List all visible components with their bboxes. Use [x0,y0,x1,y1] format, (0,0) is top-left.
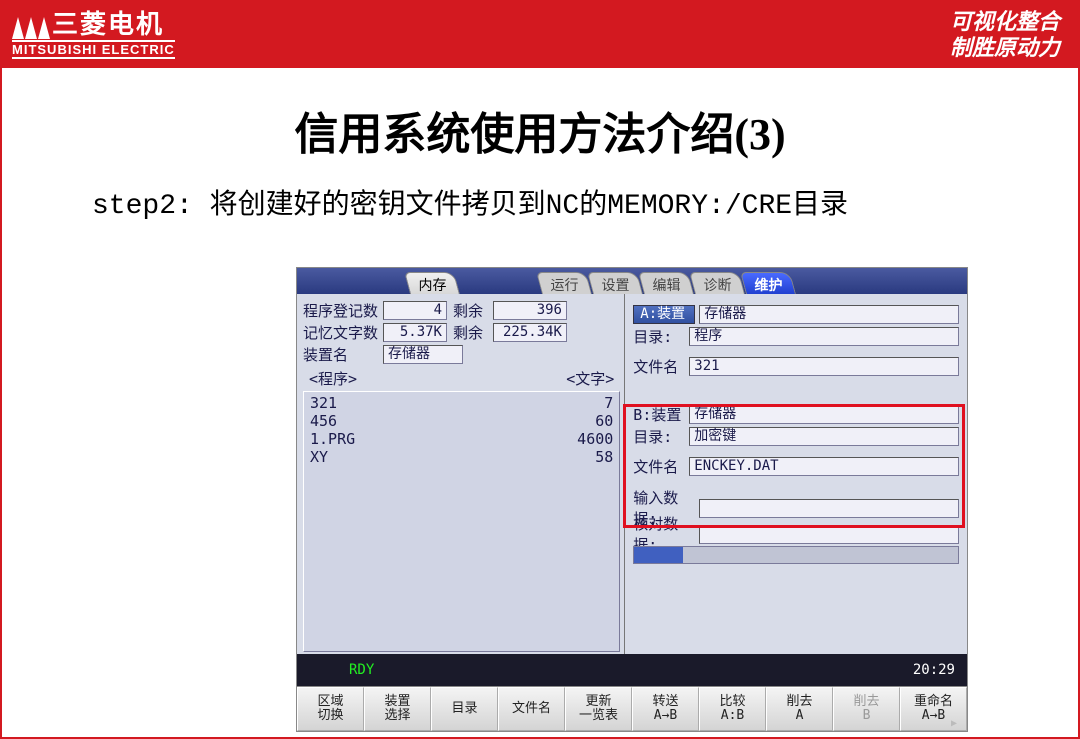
prog-reg-value: 4 [383,301,447,320]
tab-diagnosis[interactable]: 诊断 [689,272,745,294]
check-data-value[interactable] [699,525,959,544]
softkey-directory[interactable]: 目录 [431,687,498,731]
group-b: B:装置 存储器 目录: 加密键 文件名 ENCKEY.DAT [631,400,961,482]
a-device-header: A:装置 [633,305,695,324]
status-clock: 20:29 [913,662,955,678]
a-dir-label: 目录: [633,326,689,347]
a-file-label: 文件名 [633,356,689,377]
softkey-delete-b[interactable]: 削去 B [833,687,900,731]
brand-logo: 三菱电机 MITSUBISHI ELECTRIC [12,11,175,60]
softkey-transfer-ab[interactable]: 转送 A→B [632,687,699,731]
a-device-value[interactable]: 存储器 [699,305,959,324]
tab-run[interactable]: 运行 [536,272,592,294]
brand-slogan: 可视化整合 制胜原动力 [950,9,1060,62]
mitsubishi-icon [12,11,46,39]
slide-header: 三菱电机 MITSUBISHI ELECTRIC 可视化整合 制胜原动力 [2,2,1078,68]
progress-fill [634,547,683,563]
softkey-compare-ab[interactable]: 比较 A:B [699,687,766,731]
list-item: XY58 [310,448,613,466]
progress-bar [633,546,959,564]
list-item: 1.PRG4600 [310,430,613,448]
prog-remain-label: 剩余 [453,300,493,321]
list-item: 45660 [310,412,613,430]
b-file-value[interactable]: ENCKEY.DAT [689,457,959,476]
softkey-bar: 区域 切换 装置 选择 目录 文件名 更新 一览表 转送 A→B 比较 A:B … [297,686,967,731]
right-pane: A:装置 存储器 目录: 程序 文件名 321 B:装置 存储 [625,294,967,654]
prog-reg-label: 程序登记数 [303,300,383,321]
b-file-label: 文件名 [633,456,689,477]
input-data-value[interactable] [699,499,959,518]
mem-char-value: 5.37K [383,323,447,342]
group-a: A:装置 存储器 目录: 程序 文件名 321 [631,300,961,382]
step-instruction: step2: 将创建好的密钥文件拷贝到NC的MEMORY:/CRE目录 [92,182,1018,222]
prog-remain-value: 396 [493,301,567,320]
brand-name-cn: 三菱电机 [52,11,164,38]
b-dir-value[interactable]: 加密键 [689,427,959,446]
softkey-refresh-list[interactable]: 更新 一览表 [565,687,632,731]
b-device-header: B:装置 [633,404,689,425]
page-title: 信用系统使用方法介绍(3) [2,98,1078,162]
play-icon: ▶ [951,718,957,729]
main-panel: 程序登记数 4 剩余 396 记忆文字数 5.37K 剩余 225.34K 装置… [297,294,967,654]
softkey-area-switch[interactable]: 区域 切换 [297,687,364,731]
softkey-filename[interactable]: 文件名 [498,687,565,731]
device-name-value: 存储器 [383,345,463,364]
device-name-label: 装置名 [303,344,383,365]
b-device-value[interactable]: 存储器 [689,405,959,424]
tab-maintenance[interactable]: 维护 [740,272,796,294]
list-item: 3217 [310,394,613,412]
b-dir-label: 目录: [633,426,689,447]
left-pane: 程序登记数 4 剩余 396 记忆文字数 5.37K 剩余 225.34K 装置… [297,294,625,654]
program-list[interactable]: 3217 45660 1.PRG4600 XY58 [303,391,620,652]
mem-remain-value: 225.34K [493,323,567,342]
status-bar: RDY 20:29 ▶ [297,654,967,686]
nc-controller-screen: 内存 运行 设置 编辑 诊断 维护 程序登记数 4 剩余 396 记忆文字数 5… [297,268,967,731]
mem-remain-label: 剩余 [453,322,493,343]
mem-char-label: 记忆文字数 [303,322,383,343]
brand-name-en: MITSUBISHI ELECTRIC [12,40,175,60]
softkey-delete-a[interactable]: 削去 A [766,687,833,731]
tab-edit[interactable]: 编辑 [638,272,694,294]
slogan-line2: 制胜原动力 [950,35,1060,61]
list-header-chars: <文字> [566,368,614,389]
group-io: 输入数据: 核对数据: [631,494,961,568]
slogan-line1: 可视化整合 [950,9,1060,35]
a-dir-value[interactable]: 程序 [689,327,959,346]
list-header-program: <程序> [309,368,357,389]
tab-memory[interactable]: 内存 [404,272,460,294]
tab-bar: 内存 运行 设置 编辑 诊断 维护 [297,268,967,294]
softkey-device-select[interactable]: 装置 选择 [364,687,431,731]
a-file-value[interactable]: 321 [689,357,959,376]
tab-settings[interactable]: 设置 [587,272,643,294]
status-rdy: RDY [349,662,374,678]
